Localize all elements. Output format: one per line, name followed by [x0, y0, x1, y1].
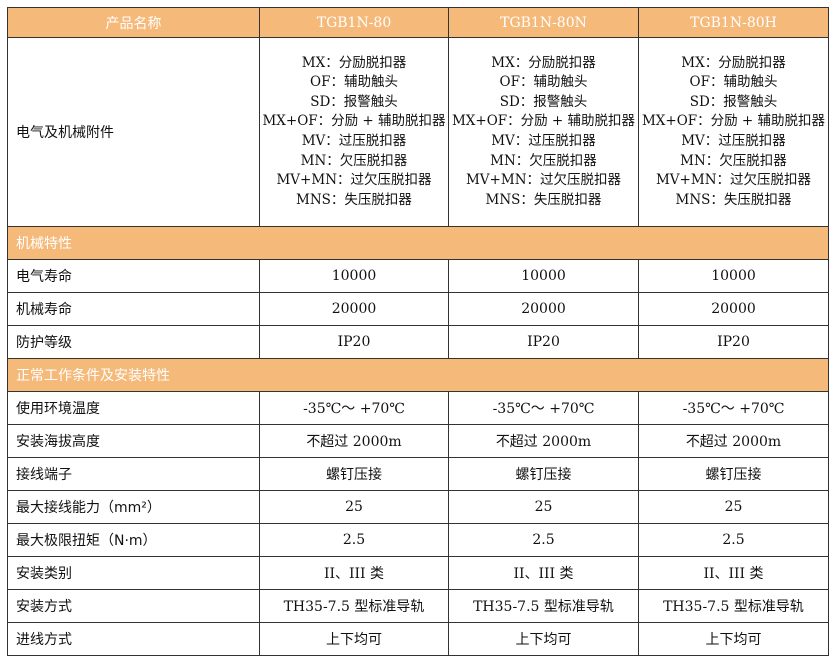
row-label: 最大接线能力（mm²）	[7, 490, 260, 524]
row-label: 使用环境温度	[7, 391, 260, 425]
accessories-row: 电气及机械附件 MX：分励脱扣器 OF：辅助触头 SD：报警触头 MX+OF：分励 + …	[7, 37, 829, 227]
table-row: 使用环境温度 -35℃～ +70℃ -35℃～ +70℃ -35℃～ +70℃	[7, 391, 829, 425]
row-value: II、III 类	[638, 556, 829, 590]
row-value: 螺钉压接	[259, 457, 449, 491]
row-label: 防护等级	[7, 325, 260, 359]
row-value: 10000	[259, 259, 449, 293]
row-value: 2.5	[259, 523, 449, 557]
row-value: 上下均可	[638, 622, 829, 656]
accessory-item: MNS：失压脱扣器	[485, 191, 602, 208]
accessory-item: SD：报警触头	[310, 93, 398, 110]
table-row: 接线端子 螺钉压接 螺钉压接 螺钉压接	[7, 457, 829, 491]
table-row: 安装类别 II、III 类 II、III 类 II、III 类	[7, 556, 829, 590]
row-label: 电气及机械附件	[7, 37, 260, 227]
row-value: 2.5	[448, 523, 639, 557]
accessory-item: OF：辅助触头	[310, 74, 398, 91]
header-row: 产品名称 TGB1N-80 TGB1N-80N TGB1N-80H	[7, 7, 829, 38]
accessory-item: MV+MN：过欠压脱扣器	[465, 172, 622, 189]
row-label: 安装海拔高度	[7, 424, 260, 458]
accessory-item: MN：欠压脱扣器	[680, 152, 787, 169]
accessories-cell: MX：分励脱扣器 OF：辅助触头 SD：报警触头 MX+OF：分励 + 辅助脱扣器 MV…	[448, 37, 639, 227]
accessories-cell: MX：分励脱扣器 OF：辅助触头 SD：报警触头 MX+OF：分励 + 辅助脱扣器 MV…	[259, 37, 449, 227]
row-value: TH35-7.5 型标准导轨	[638, 589, 829, 623]
row-value: 不超过 2000m	[638, 424, 829, 458]
accessory-item: MNS：失压脱扣器	[296, 191, 412, 208]
row-label: 电气寿命	[7, 259, 260, 293]
accessory-item: OF：辅助触头	[499, 74, 588, 91]
row-value: 上下均可	[448, 622, 639, 656]
accessory-item: MX+OF：分励 + 辅助脱扣器	[262, 113, 446, 130]
accessory-item: MV+MN：过欠压脱扣器	[655, 172, 812, 189]
accessory-item: MV：过压脱扣器	[681, 133, 786, 149]
row-value: 2.5	[638, 523, 829, 557]
row-value: IP20	[448, 325, 639, 359]
row-label: 机械寿命	[7, 292, 260, 326]
row-value: TH35-7.5 型标准导轨	[448, 589, 639, 623]
row-value: 10000	[448, 259, 639, 293]
row-value: 不超过 2000m	[448, 424, 639, 458]
row-value: II、III 类	[448, 556, 639, 590]
row-value: 上下均可	[259, 622, 449, 656]
section-header: 正常工作条件及安装特性	[7, 358, 829, 392]
accessory-item: MX+OF：分励 + 辅助脱扣器	[641, 113, 826, 130]
table-row: 电气寿命 10000 10000 10000	[7, 259, 829, 293]
section-header: 机械特性	[7, 226, 829, 260]
accessories-cell: MX：分励脱扣器 OF：辅助触头 SD：报警触头 MX+OF：分励 + 辅助脱扣器 MV…	[638, 37, 829, 227]
row-value: 20000	[448, 292, 639, 326]
row-value: 20000	[259, 292, 449, 326]
section-title: 机械特性	[7, 226, 829, 260]
row-value: 25	[259, 490, 449, 524]
row-value: 不超过 2000m	[259, 424, 449, 458]
table-row: 进线方式 上下均可 上下均可 上下均可	[7, 622, 829, 656]
accessory-item: MN：欠压脱扣器	[300, 152, 408, 169]
table-row: 最大接线能力（mm²） 25 25 25	[7, 490, 829, 524]
row-value: -35℃～ +70℃	[638, 391, 829, 425]
table-row: 最大极限扭矩（N·m） 2.5 2.5 2.5	[7, 523, 829, 557]
table-row: 机械寿命 20000 20000 20000	[7, 292, 829, 326]
row-label: 安装类别	[7, 556, 260, 590]
row-value: 20000	[638, 292, 829, 326]
table-row: 安装海拔高度 不超过 2000m 不超过 2000m 不超过 2000m	[7, 424, 829, 458]
accessory-item: MX+OF：分励 + 辅助脱扣器	[451, 113, 636, 130]
model-header: TGB1N-80N	[448, 7, 639, 38]
row-value: IP20	[259, 325, 449, 359]
row-value: TH35-7.5 型标准导轨	[259, 589, 449, 623]
row-value: -35℃～ +70℃	[448, 391, 639, 425]
section-title: 正常工作条件及安装特性	[7, 358, 829, 392]
model-header: TGB1N-80H	[638, 7, 829, 38]
row-value: IP20	[638, 325, 829, 359]
spec-table: 产品名称 TGB1N-80 TGB1N-80N TGB1N-80H 电气及机械附件 MX：…	[7, 7, 829, 656]
row-value: 25	[448, 490, 639, 524]
row-value: 10000	[638, 259, 829, 293]
row-label: 安装方式	[7, 589, 260, 623]
accessory-item: MX：分励脱扣器	[301, 54, 407, 71]
accessory-item: MX：分励脱扣器	[681, 54, 786, 71]
accessory-item: MV：过压脱扣器	[301, 133, 407, 149]
row-label: 进线方式	[7, 622, 260, 656]
row-value: 螺钉压接	[638, 457, 829, 491]
table-row: 防护等级 IP20 IP20 IP20	[7, 325, 829, 359]
accessory-item: OF：辅助触头	[689, 74, 778, 91]
row-label: 接线端子	[7, 457, 260, 491]
row-value: -35℃～ +70℃	[259, 391, 449, 425]
accessory-item: SD：报警触头	[689, 93, 778, 110]
accessory-item: MV：过压脱扣器	[491, 133, 596, 149]
accessory-item: MN：欠压脱扣器	[490, 152, 597, 169]
row-value: 螺钉压接	[448, 457, 639, 491]
accessory-item: MV+MN：过欠压脱扣器	[276, 172, 432, 189]
row-value: II、III 类	[259, 556, 449, 590]
header-label: 产品名称	[7, 7, 260, 38]
accessory-item: MNS：失压脱扣器	[675, 191, 792, 208]
accessory-item: MX：分励脱扣器	[491, 54, 596, 71]
accessory-item: SD：报警触头	[499, 93, 588, 110]
row-value: 25	[638, 490, 829, 524]
row-label: 最大极限扭矩（N·m）	[7, 523, 260, 557]
model-header: TGB1N-80	[259, 7, 449, 38]
table-row: 安装方式 TH35-7.5 型标准导轨 TH35-7.5 型标准导轨 TH35-7.5…	[7, 589, 829, 623]
